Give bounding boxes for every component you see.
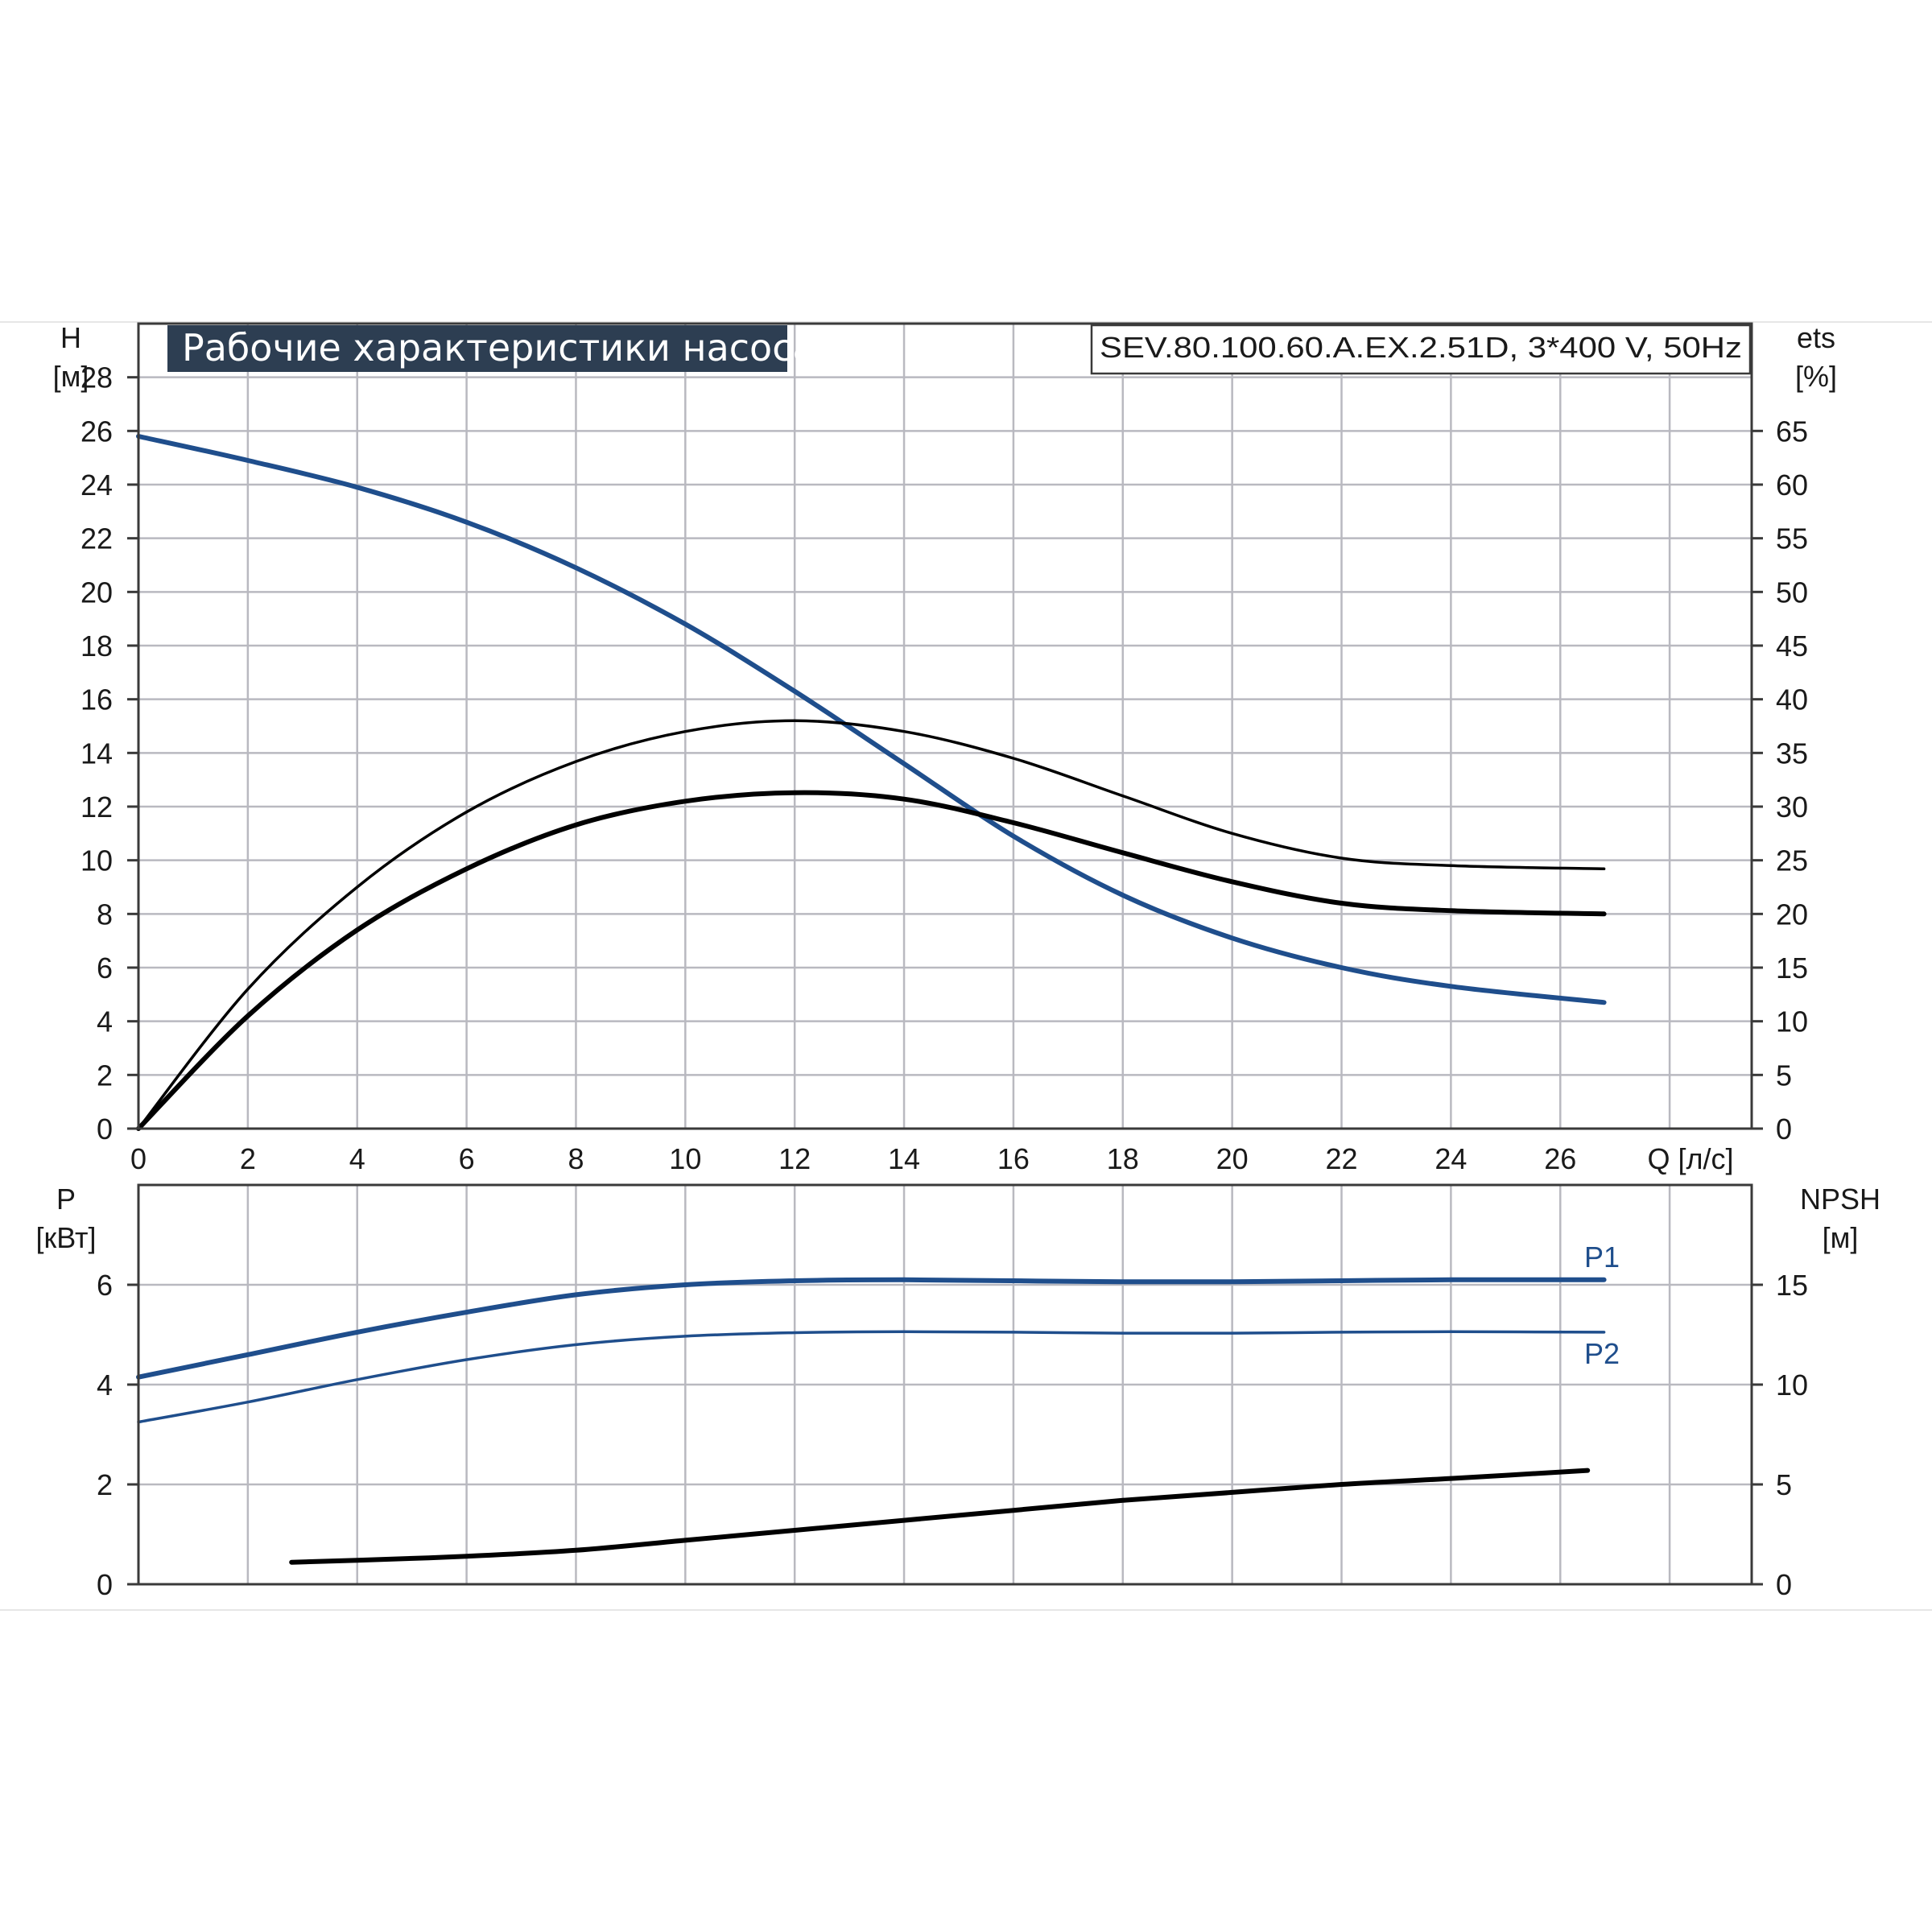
- head-tick-label: 18: [80, 630, 113, 663]
- efficiency-tick-label: 15: [1776, 952, 1808, 985]
- upper-tick-labels: 0 2 4 6 8 10 12 14 16 18 20 22 24 2602468101214161820…: [80, 361, 1808, 1175]
- x-tick-label: 12: [778, 1142, 811, 1175]
- chart-title: Рабочие характеристики насоса: [182, 326, 815, 369]
- head-curve: [136, 434, 1607, 1005]
- head-tick-label: 10: [80, 844, 113, 877]
- title-box: [167, 325, 787, 372]
- power-axis-name: P: [56, 1183, 76, 1216]
- x-tick-label: 22: [1325, 1142, 1357, 1175]
- x-tick-label: 2: [240, 1142, 256, 1175]
- p2-power-curve: [137, 1330, 1606, 1424]
- efficiency-tick-label: 65: [1776, 415, 1808, 448]
- efficiency-tick-label: 0: [1776, 1113, 1792, 1146]
- head-tick-label: 28: [80, 361, 113, 394]
- lower-curves: [136, 1277, 1607, 1565]
- x-tick-label: 6: [459, 1142, 475, 1175]
- upper-grid: [138, 324, 1752, 1129]
- efficiency-tick-label: 45: [1776, 630, 1808, 663]
- efficiency-tick-label: 30: [1776, 791, 1808, 824]
- head-tick-label: 8: [97, 898, 113, 931]
- head-tick-label: 12: [80, 791, 113, 824]
- head-tick-label: 2: [97, 1059, 113, 1092]
- head-tick-label: 20: [80, 576, 113, 609]
- lower-grid: [138, 1185, 1752, 1584]
- model-box: [1090, 324, 1752, 375]
- x-tick-label: 26: [1544, 1142, 1576, 1175]
- upper-plot-frame: [137, 322, 1753, 1130]
- power-tick-label: 0: [97, 1568, 113, 1601]
- x-tick-label: 20: [1216, 1142, 1249, 1175]
- efficiency-tick-label: 60: [1776, 469, 1808, 502]
- head-tick-label: 26: [80, 415, 113, 448]
- npsh-axis-unit: [м]: [1823, 1221, 1859, 1254]
- x-tick-label: 24: [1435, 1142, 1467, 1175]
- p1-power-curve: [136, 1277, 1607, 1380]
- efficiency-tick-label: 5: [1776, 1059, 1792, 1092]
- npsh-curve: [289, 1468, 1591, 1565]
- efficiency-tick-label: 20: [1776, 898, 1808, 931]
- efficiency-tick-label: 40: [1776, 683, 1808, 716]
- power-tick-label: 4: [97, 1368, 113, 1402]
- efficiency-axis-unit: [%]: [1795, 360, 1837, 393]
- head-tick-label: 6: [97, 952, 113, 985]
- power-axis-unit: [кВт]: [35, 1221, 96, 1254]
- efficiency-curve-thin: [137, 719, 1606, 1130]
- x-tick-label: 4: [349, 1142, 365, 1175]
- x-tick-label: 16: [997, 1142, 1030, 1175]
- efficiency-tick-label: 35: [1776, 737, 1808, 770]
- x-tick-label: 0: [130, 1142, 147, 1175]
- efficiency-curve-bold: [136, 790, 1607, 1131]
- head-axis-unit: [м]: [53, 360, 89, 393]
- flow-axis-label: Q [л/с]: [1647, 1142, 1733, 1175]
- series-label-p2: P2: [1584, 1337, 1620, 1370]
- head-tick-label: 4: [97, 1005, 113, 1038]
- x-tick-label: 14: [888, 1142, 920, 1175]
- npsh-tick-label: 10: [1776, 1368, 1808, 1402]
- head-tick-label: 14: [80, 737, 113, 770]
- efficiency-tick-label: 25: [1776, 844, 1808, 877]
- efficiency-tick-label: 50: [1776, 576, 1808, 609]
- head-tick-label: 16: [80, 683, 113, 716]
- npsh-axis-name: NPSH: [1800, 1183, 1880, 1216]
- lower-tick-labels: 0 2 4 6 0 5 10 15: [97, 1269, 1808, 1601]
- head-tick-label: 24: [80, 469, 113, 502]
- head-tick-label: 0: [97, 1113, 113, 1146]
- series-label-p1: P1: [1584, 1241, 1620, 1274]
- power-tick-label: 2: [97, 1468, 113, 1501]
- pump-model-label: SEV.80.100.60.A.EX.2.51D, 3*400 V, 50Hz: [1100, 331, 1742, 364]
- x-tick-label: 10: [669, 1142, 701, 1175]
- npsh-tick-label: 0: [1776, 1568, 1792, 1601]
- x-tick-label: 18: [1107, 1142, 1139, 1175]
- upper-curves: [136, 434, 1607, 1131]
- efficiency-tick-label: 10: [1776, 1005, 1808, 1038]
- npsh-tick-label: 5: [1776, 1468, 1792, 1501]
- efficiency-tick-label: 55: [1776, 522, 1808, 555]
- x-tick-label: 8: [568, 1142, 584, 1175]
- efficiency-axis-name: ets: [1797, 321, 1835, 354]
- npsh-tick-label: 15: [1776, 1269, 1808, 1302]
- head-axis-name: H: [60, 321, 81, 354]
- power-tick-label: 6: [97, 1269, 113, 1302]
- head-tick-label: 22: [80, 522, 113, 555]
